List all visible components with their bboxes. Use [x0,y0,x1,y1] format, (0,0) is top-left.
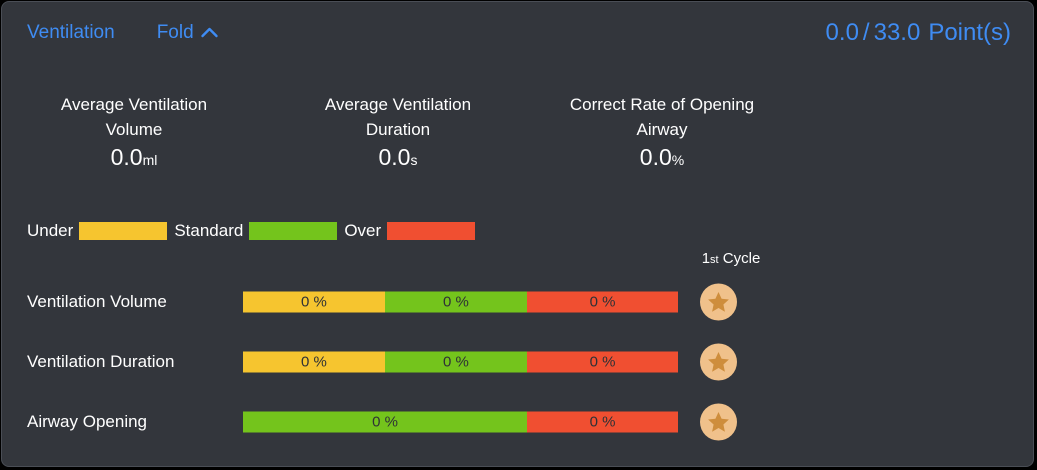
stat-unit: % [671,152,685,168]
bar-segment-value: 0 % [589,353,616,371]
stat-label-line1: Correct Rate of Opening [569,95,755,114]
legend-label-under: Under [27,221,74,240]
star-icon [700,343,737,381]
stats-row: Average Ventilation Volume 0.0ml Average… [2,92,794,171]
bar-segment-standard: 0 % [384,291,528,313]
fold-label: Fold [156,22,194,43]
stat-label-line2: Airway [636,120,688,139]
metric-bar: 0 % 0 % 0 % [243,291,678,313]
metric-bar: 0 % 0 % 0 % [243,351,678,373]
bar-segment-under: 0 % [243,351,385,373]
cycle-header: 1st Cycle [666,250,796,267]
score-separator: / [862,19,870,46]
cycle-star-badge [700,343,737,381]
stat-number: 0.0 [639,144,672,170]
stat-unit: ml [142,152,158,168]
stat-number: 0.0 [110,144,143,170]
star-icon [700,283,737,321]
stat-number: 0.0 [378,144,411,170]
bar-segment-over: 0 % [527,351,678,373]
cycle-ordinal-suffix: st [710,254,719,266]
stat-unit: s [410,152,418,168]
bar-segment-value: 0 % [589,293,616,311]
stat-label-line2: Volume [105,120,163,139]
cycle-word: Cycle [718,250,761,267]
stat-label: Average Ventilation Duration [266,92,530,142]
stat-value: 0.0% [530,144,794,171]
bar-segment-under: 0 % [243,291,385,313]
stat-label-line1: Average Ventilation [60,95,208,114]
bar-segment-value: 0 % [372,413,398,431]
score-display: 0.0 / 33.0 Point(s) [826,19,1011,47]
legend-swatch-under [79,222,168,240]
cycle-star-badge [700,283,737,321]
score-current: 0.0 [825,19,859,46]
cycle-star-badge [700,403,737,441]
metric-row: Ventilation Volume 0 % 0 % 0 % [2,272,1033,332]
bar-segment-standard: 0 % [243,411,528,433]
legend-label-standard: Standard [174,221,244,240]
legend-swatch-over [387,222,476,240]
stat-average-ventilation-duration: Average Ventilation Duration 0.0s [266,92,530,171]
bar-segment-value: 0 % [300,293,327,311]
panel-header: Ventilation Fold 0.0 / 33.0 Point(s) [27,16,1011,50]
star-icon [700,403,737,441]
chevron-up-icon [200,23,219,45]
bar-segment-over: 0 % [527,411,678,433]
stat-label-line1: Average Ventilation [324,95,472,114]
panel-title: Ventilation [27,22,115,43]
stat-value: 0.0ml [2,144,266,171]
bar-segment-over: 0 % [527,291,678,313]
stat-average-ventilation-volume: Average Ventilation Volume 0.0ml [2,92,266,171]
metric-row-label: Ventilation Duration [27,352,175,371]
metric-rows: Ventilation Volume 0 % 0 % 0 % Ventilation D… [2,272,1033,452]
stat-value: 0.0s [266,144,530,171]
metric-bar: 0 % 0 % [243,411,678,433]
cycle-number: 1 [701,250,711,267]
bar-segment-value: 0 % [442,293,469,311]
metric-row-label: Ventilation Volume [27,292,167,311]
metric-row: Airway Opening 0 % 0 % [2,392,1033,452]
metric-row: Ventilation Duration 0 % 0 % 0 % [2,332,1033,392]
stat-label: Average Ventilation Volume [2,92,266,142]
bar-segment-value: 0 % [300,353,327,371]
metric-row-label: Airway Opening [27,412,148,431]
bar-segment-value: 0 % [589,413,616,431]
legend: Under Standard Over [27,221,482,241]
legend-label-over: Over [344,221,382,240]
score-total: 33.0 [873,19,921,46]
stat-correct-rate-opening-airway: Correct Rate of Opening Airway 0.0% [530,92,794,171]
bar-segment-value: 0 % [442,353,469,371]
score-unit: Point(s) [928,19,1011,46]
fold-toggle[interactable]: Fold [157,21,219,45]
stat-label: Correct Rate of Opening Airway [530,92,794,142]
bar-segment-standard: 0 % [384,351,528,373]
legend-swatch-standard [249,222,338,240]
stat-label-line2: Duration [365,120,431,139]
